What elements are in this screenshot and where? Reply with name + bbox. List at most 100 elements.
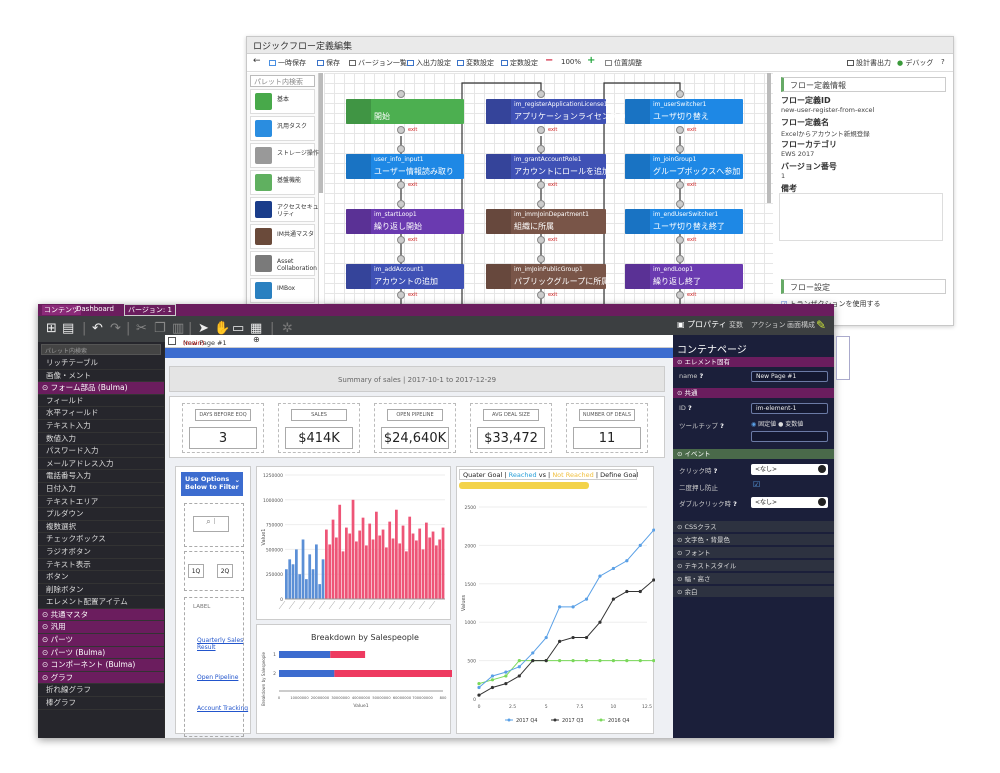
tooltip-input[interactable] <box>751 431 828 442</box>
palette-category[interactable]: ⊙ コンポーネント (Bulma) <box>38 659 164 672</box>
palette-element[interactable]: テキスト表示 <box>38 559 164 572</box>
tab-variables[interactable]: 変数 <box>729 321 743 329</box>
back-button[interactable]: ← <box>253 56 261 66</box>
flow-node[interactable]: im_endUserSwitcher1 ユーザ切り替え終了 <box>625 209 743 234</box>
palette-element[interactable]: 日付入力 <box>38 483 164 496</box>
palette-element[interactable]: テキストエリア <box>38 496 164 509</box>
connector-dot[interactable] <box>537 255 545 263</box>
palette-element[interactable]: 棒グラフ <box>38 697 164 710</box>
hand-icon[interactable]: ✋ <box>214 321 231 336</box>
palette-element[interactable]: 画像・メント <box>38 370 164 383</box>
save-icon[interactable]: ▤ <box>62 321 75 336</box>
collapsed-section[interactable]: ⊙ 幅・高さ <box>673 573 834 585</box>
confirm-icon[interactable]: ✎ <box>815 318 826 332</box>
zoom-in-button[interactable]: + <box>587 55 596 66</box>
palette-item[interactable]: Asset Collaboration <box>250 251 317 276</box>
connector-dot[interactable] <box>676 145 684 153</box>
connector-dot[interactable] <box>676 255 684 263</box>
paste-icon[interactable]: ▥ <box>172 321 185 336</box>
palette-scrollbar[interactable] <box>319 73 323 193</box>
connector-dot[interactable] <box>397 236 405 244</box>
add-page-icon[interactable]: ⊕ <box>253 335 260 344</box>
q2-button[interactable]: 2Q <box>217 564 233 578</box>
connector-dot[interactable] <box>676 126 684 134</box>
palette-element[interactable]: リッチテーブル <box>38 357 164 370</box>
connector-dot[interactable] <box>676 291 684 299</box>
dashboard-canvas[interactable]: Summary of sales | 2017-10-1 to 2017-12-… <box>165 348 673 738</box>
palette-category[interactable]: ⊙ グラフ <box>38 671 164 685</box>
connector-dot[interactable] <box>537 200 545 208</box>
canvas-scrollbar[interactable] <box>767 73 771 203</box>
grid-icon[interactable]: ▦ <box>250 321 263 336</box>
design-output-button[interactable]: 設計書出力 <box>847 58 891 68</box>
help-icon[interactable]: ? <box>688 404 692 412</box>
connector-dot[interactable] <box>397 181 405 189</box>
click-select[interactable]: <なし> <box>751 464 828 475</box>
palette-element[interactable]: 水平フィールド <box>38 407 164 420</box>
palette-category[interactable]: ⊙ 汎用 <box>38 621 164 635</box>
var-settings-button[interactable]: 変数設定 <box>457 58 494 68</box>
palette-element[interactable]: ラジオボタン <box>38 546 164 559</box>
help-button[interactable]: ? <box>941 58 945 66</box>
palette-element[interactable]: 複数選択 <box>38 521 164 534</box>
pointer-icon[interactable]: ➤ <box>198 321 209 336</box>
cut-icon[interactable]: ✂ <box>136 321 147 336</box>
connector-dot[interactable] <box>397 145 405 153</box>
flow-category-value[interactable]: EWS 2017 <box>781 150 815 158</box>
collapsed-section[interactable]: ⊙ テキストスタイル <box>673 560 834 572</box>
preview-icon[interactable]: ▭ <box>232 321 245 336</box>
name-input[interactable]: New Page #1 <box>751 371 828 382</box>
filter-header[interactable]: Use Options Below to Filter ⌄ <box>181 472 243 496</box>
palette-item[interactable]: アクセスセキュリティ <box>250 197 319 222</box>
connector-dot[interactable] <box>537 145 545 153</box>
flow-node[interactable]: im_imJoinPublicGroup1 パブリックグループに所属 <box>486 264 609 289</box>
zoom-out-button[interactable]: − <box>545 55 554 66</box>
collapse-icon[interactable] <box>168 337 176 345</box>
palette-element[interactable]: 折れ線グラフ <box>38 684 164 698</box>
dblclick-select[interactable]: <なし> <box>751 497 828 508</box>
tab-content[interactable]: コンテンツ <box>42 305 81 315</box>
palette-element[interactable]: チェックボックス <box>38 533 164 546</box>
collapsed-section[interactable]: ⊙ CSSクラス <box>673 521 834 533</box>
palette-element[interactable]: 電話番号入力 <box>38 470 164 483</box>
tab-properties[interactable]: ▣ プロパティ <box>677 320 727 329</box>
collapsed-section[interactable]: ⊙ 文字色・背景色 <box>673 534 834 546</box>
palette-element[interactable]: フィールド <box>38 395 164 408</box>
tab-actions[interactable]: アクション <box>751 321 786 329</box>
palette-search-input[interactable]: パレット内検索 <box>250 75 315 87</box>
palette-category[interactable]: ⊙ フォーム部品 (Bulma) <box>38 382 164 395</box>
flow-node[interactable]: im_startLoop1 繰り返し開始 <box>346 209 464 234</box>
tooltip-radio-group[interactable]: ◉ 固定値 ● 変数値 <box>751 419 803 428</box>
palette-element[interactable]: パスワード入力 <box>38 445 164 458</box>
copy-icon[interactable]: ❐ <box>154 321 166 336</box>
help-icon[interactable]: ? <box>713 467 718 475</box>
tab-screen-structure[interactable]: 画面構成 <box>787 321 815 329</box>
flow-node[interactable]: im_userSwitcher1 ユーザ切り替え <box>625 99 743 124</box>
collapsed-section[interactable]: ⊙ 余白 <box>673 586 834 598</box>
help-icon[interactable]: ? <box>733 500 737 508</box>
element-search-input[interactable]: パレット内検索 <box>41 344 161 355</box>
connector-dot[interactable] <box>676 200 684 208</box>
account-tracking-link[interactable]: Account Tracking <box>197 705 249 712</box>
palette-item[interactable]: IM共通マスタ <box>250 224 315 249</box>
temp-save-button[interactable]: 一時保存 <box>269 58 306 68</box>
debug-button[interactable]: ● デバッグ <box>897 58 933 68</box>
palette-element[interactable]: ボタン <box>38 571 164 584</box>
id-input[interactable]: im-element-1 <box>751 403 828 414</box>
flow-id-value[interactable]: new-user-register-from-excel <box>781 106 875 114</box>
save-button[interactable]: 保存 <box>317 58 340 68</box>
quarterly-sales-link[interactable]: Quarterly Sales Result <box>197 637 244 651</box>
flow-node[interactable]: 開始 <box>346 99 464 124</box>
section-event[interactable]: ⊙ イベント <box>673 449 834 459</box>
palette-item[interactable]: ストレージ操作 <box>250 143 319 168</box>
q1-button[interactable]: 1Q <box>188 564 204 578</box>
flow-node[interactable]: im_endLoop1 繰り返し終了 <box>625 264 743 289</box>
const-settings-button[interactable]: 定数設定 <box>501 58 538 68</box>
flow-name-value[interactable]: Excelからアカウント新規登録 <box>781 130 870 138</box>
connector-dot[interactable] <box>397 291 405 299</box>
palette-element[interactable]: 削除ボタン <box>38 584 164 597</box>
palette-element[interactable]: メールアドレス入力 <box>38 458 164 471</box>
redo-icon[interactable]: ↷ <box>110 321 121 336</box>
flow-node[interactable]: im_addAccount1 アカウントの追加 <box>346 264 464 289</box>
flow-node[interactable]: im_immJoinDepartment1 組織に所属 <box>486 209 606 234</box>
